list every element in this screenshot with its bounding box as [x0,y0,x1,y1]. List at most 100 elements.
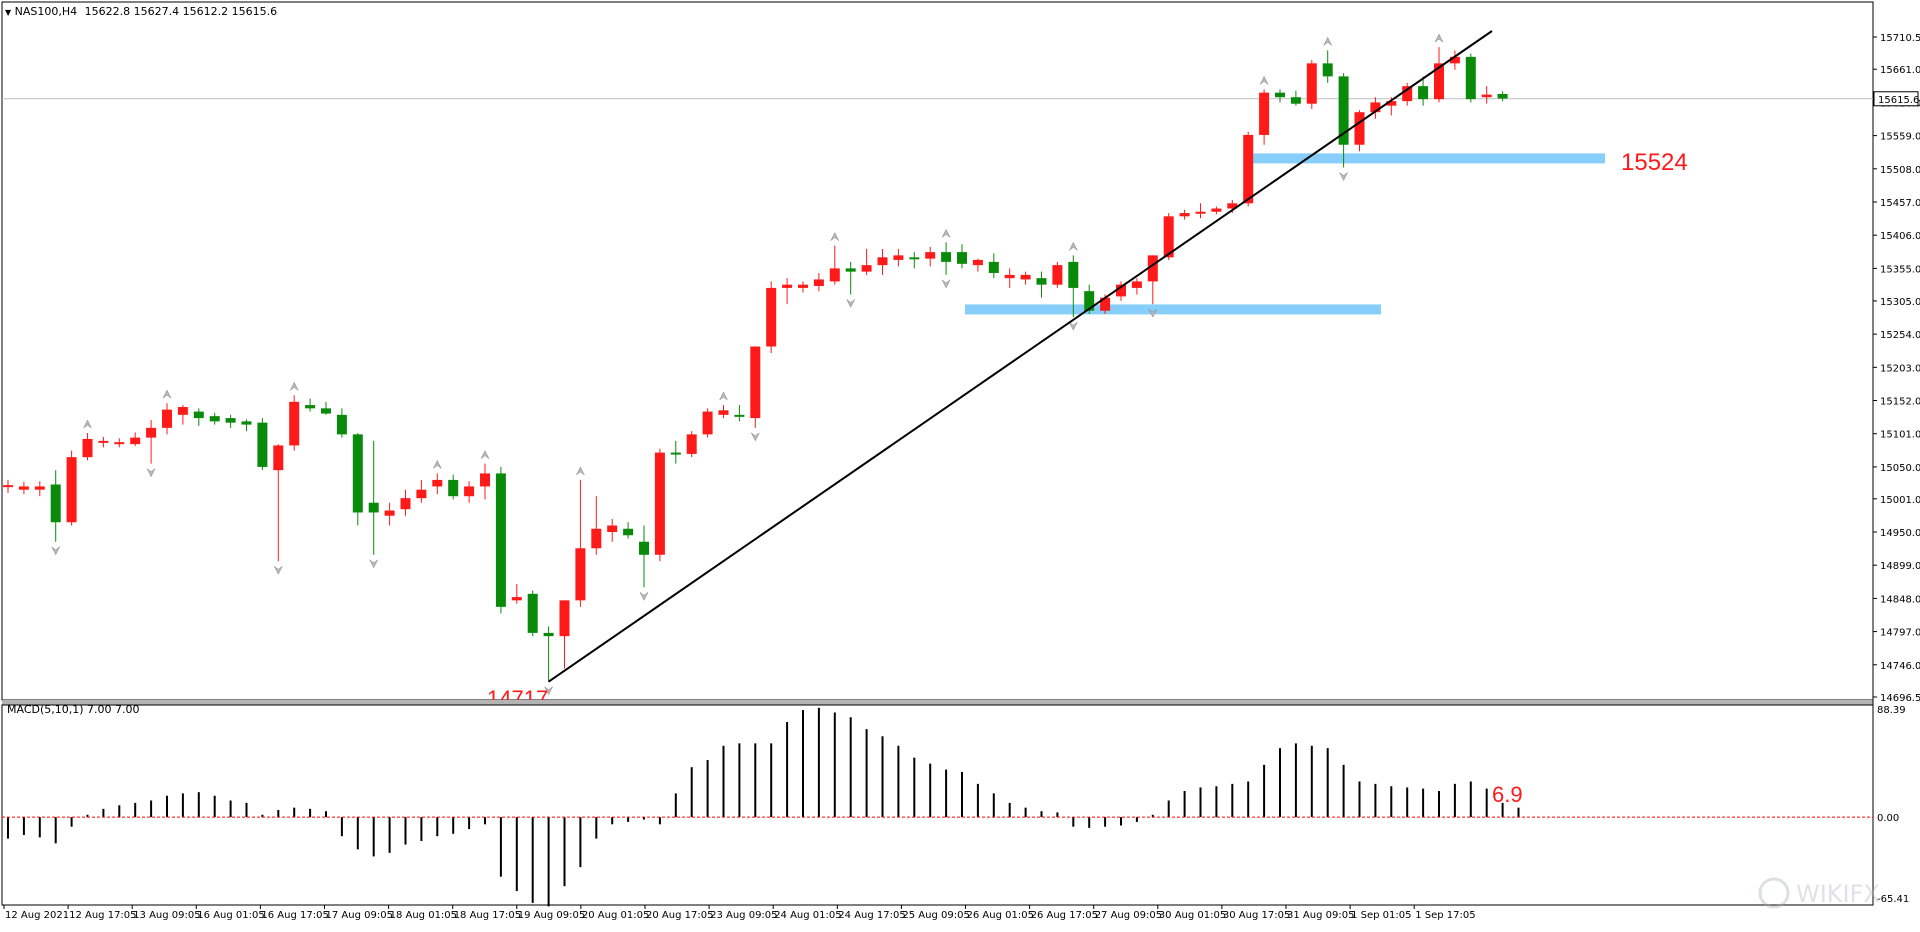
candle-body[interactable] [146,427,157,438]
candle-body[interactable] [813,279,824,286]
candle-body[interactable] [352,434,363,513]
candle-body[interactable] [1386,101,1397,106]
candle-body[interactable] [416,489,427,499]
candle-body[interactable] [686,434,697,454]
candle-body[interactable] [1370,102,1381,113]
candle-body[interactable] [623,528,634,536]
candle-body[interactable] [559,600,570,637]
candle-body[interactable] [1116,284,1126,297]
candle-body[interactable] [305,405,316,409]
candle-body[interactable] [1338,76,1349,145]
candle-body[interactable] [1084,291,1095,311]
candle-body[interactable] [368,502,379,513]
candle-body[interactable] [734,414,745,417]
candle-body[interactable] [98,440,109,443]
trendline[interactable] [548,30,1493,683]
candle-body[interactable] [925,252,936,259]
candle-body[interactable] [66,457,77,523]
candle-body[interactable] [18,486,29,490]
candle-body[interactable] [782,284,793,288]
candle-body[interactable] [321,408,331,414]
candle-body[interactable] [1211,208,1222,212]
candle-body[interactable] [670,452,681,455]
candle-body[interactable] [845,268,856,272]
pane-separator[interactable] [2,700,1873,705]
support-zone-lower[interactable] [965,304,1381,315]
candle-body[interactable] [639,541,649,555]
candle-body[interactable] [1449,56,1460,64]
candle-body[interactable] [607,525,618,532]
candle-body[interactable] [1402,86,1413,102]
candle-body[interactable] [273,445,284,471]
candle-body[interactable] [1434,63,1444,100]
candle-body[interactable] [289,401,300,446]
candle-body[interactable] [972,259,983,266]
candle-body[interactable] [162,409,172,428]
candle-body[interactable] [957,252,967,264]
candle-body[interactable] [575,548,586,601]
candle-body[interactable] [798,284,808,288]
candle-body[interactable] [3,485,13,488]
candle-body[interactable] [766,287,777,347]
candle-body[interactable] [893,255,904,260]
candle-body[interactable] [1020,274,1031,280]
candle-body[interactable] [654,452,665,555]
candle-body[interactable] [336,414,347,435]
candle-body[interactable] [50,484,61,523]
candle-body[interactable] [988,261,999,273]
candle-body[interactable] [130,437,141,445]
candle-body[interactable] [861,265,872,272]
candle-body[interactable] [1465,56,1476,100]
candle-body[interactable] [225,418,236,423]
candle-body[interactable] [1322,63,1333,77]
candle-body[interactable] [877,257,888,266]
chevron-down-icon[interactable]: ▼ [5,8,12,17]
candle-body[interactable] [1036,278,1047,285]
candle-body[interactable] [909,257,920,260]
candle-body[interactable] [718,410,729,415]
candle-body[interactable] [543,632,554,637]
candle-body[interactable] [829,268,840,282]
candle-body[interactable] [114,442,125,445]
candle-body[interactable] [1131,281,1142,288]
candle-body[interactable] [1195,211,1206,214]
candle-body[interactable] [1275,92,1285,98]
candle-body[interactable] [1004,274,1015,279]
candle-body[interactable] [941,252,952,262]
candle-body[interactable] [241,421,252,425]
candle-body[interactable] [432,479,443,487]
candle-body[interactable] [591,528,602,549]
candle-body[interactable] [1052,265,1063,285]
candle-body[interactable] [702,411,713,435]
candle-body[interactable] [750,346,761,419]
candle-body[interactable] [511,597,522,601]
candle-body[interactable] [1306,63,1317,104]
candle-body[interactable] [464,486,475,497]
candle-body[interactable] [193,411,204,419]
candle-body[interactable] [1259,92,1270,135]
candle-body[interactable] [527,593,538,633]
candle-body[interactable] [400,498,411,510]
candle-body[interactable] [495,473,506,607]
candle-body[interactable] [257,422,268,467]
candle-body[interactable] [1100,297,1111,311]
candle-body[interactable] [82,438,93,458]
candle-body[interactable] [1147,255,1158,282]
candle-body[interactable] [1354,112,1365,145]
candle-body[interactable] [177,407,188,415]
candle-body[interactable] [1418,86,1429,100]
candle-body[interactable] [384,510,395,516]
candle-body[interactable] [1481,94,1492,98]
candle-body[interactable] [209,416,220,422]
candle-body[interactable] [1179,213,1190,217]
candle-body[interactable] [1163,216,1174,258]
candle-body[interactable] [1243,134,1254,204]
candle-body[interactable] [1290,97,1301,104]
candle-body[interactable] [1497,93,1508,99]
candle-body[interactable] [1227,203,1238,209]
candle-body[interactable] [1068,261,1079,288]
candle-body[interactable] [448,479,459,497]
candle-body[interactable] [34,486,45,490]
